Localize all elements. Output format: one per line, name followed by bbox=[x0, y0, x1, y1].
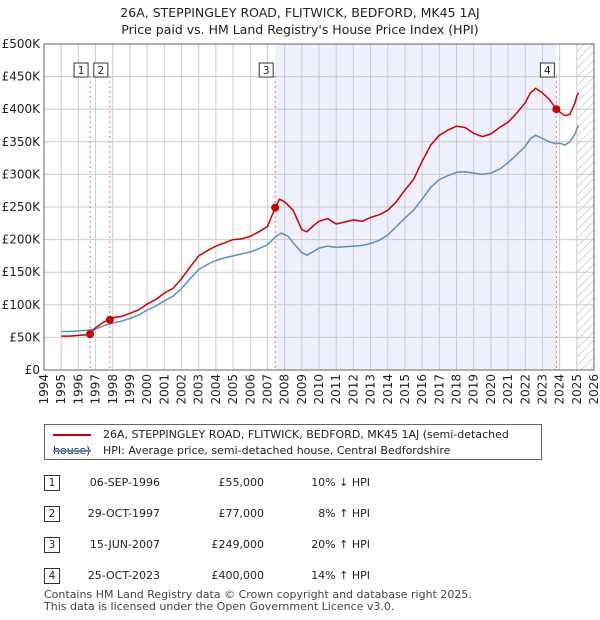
title-line-2: Price paid vs. HM Land Registry's House … bbox=[121, 22, 479, 37]
x-tick-label: 2017 bbox=[432, 374, 446, 405]
x-tick-label: 2014 bbox=[381, 374, 395, 405]
y-tick-label: £200K bbox=[2, 233, 42, 247]
x-tick-label: 2015 bbox=[398, 374, 412, 405]
x-tick-label: 2010 bbox=[312, 374, 326, 405]
x-tick-label: 2024 bbox=[553, 374, 567, 405]
sale-hpi-comparison: 14% ↑ HPI bbox=[311, 569, 370, 582]
x-tick-label: 2026 bbox=[587, 374, 600, 405]
y-tick-label: £250K bbox=[2, 200, 42, 214]
y-tick-label: £150K bbox=[2, 265, 42, 279]
x-tick-label: 1996 bbox=[71, 374, 85, 405]
sale-point bbox=[105, 315, 114, 324]
sale-number: 2 bbox=[44, 506, 60, 522]
sale-marker-box bbox=[93, 62, 109, 78]
x-tick-label: 1997 bbox=[89, 374, 103, 405]
chart-title: 26A, STEPPINGLEY ROAD, FLITWICK, BEDFORD… bbox=[0, 4, 600, 38]
x-tick-label: 2000 bbox=[140, 374, 154, 405]
sale-date: 29-OCT-1997 bbox=[87, 507, 160, 520]
sale-number: 4 bbox=[44, 568, 60, 584]
sale-marker-box bbox=[539, 62, 555, 78]
x-tick-label: 2019 bbox=[467, 374, 481, 405]
sale-row: 4 25-OCT-2023 £400,000 14% ↑ HPI bbox=[44, 568, 444, 590]
x-tick-label: 2008 bbox=[278, 374, 292, 405]
sale-price: £55,000 bbox=[218, 476, 265, 489]
sale-hpi-comparison: 20% ↑ HPI bbox=[311, 538, 370, 551]
sale-marker-label: 3 bbox=[263, 65, 270, 77]
sale-marker-label: 4 bbox=[544, 65, 551, 77]
x-tick-label: 2021 bbox=[501, 374, 515, 405]
sale-marker-box bbox=[258, 62, 274, 78]
sale-date: 06-SEP-1996 bbox=[89, 476, 160, 489]
sale-price: £400,000 bbox=[211, 569, 265, 582]
legend-swatch-hpi bbox=[53, 450, 91, 452]
series-line-price-paid bbox=[61, 87, 580, 337]
y-tick-label: £450K bbox=[2, 70, 42, 84]
x-tick-label: 2012 bbox=[346, 374, 360, 405]
x-tick-label: 2007 bbox=[260, 374, 274, 405]
x-tick-label: 1998 bbox=[106, 374, 120, 405]
sale-point bbox=[552, 105, 561, 114]
sale-date: 25-OCT-2023 bbox=[87, 569, 160, 582]
legend-swatch-price bbox=[53, 434, 91, 436]
sale-number: 3 bbox=[44, 537, 60, 553]
x-tick-label: 2002 bbox=[175, 374, 189, 405]
y-tick-label: £400K bbox=[2, 102, 42, 116]
sale-hpi-comparison: 8% ↑ HPI bbox=[318, 507, 370, 520]
x-tick-label: 2025 bbox=[570, 374, 584, 405]
x-tick-label: 2005 bbox=[226, 374, 240, 405]
x-tick-label: 2003 bbox=[192, 374, 206, 405]
x-tick-label: 2018 bbox=[450, 374, 464, 405]
x-tick-label: 2001 bbox=[157, 374, 171, 405]
x-tick-label: 2009 bbox=[295, 374, 309, 405]
y-tick-label: £100K bbox=[2, 298, 42, 312]
x-tick-label: 1995 bbox=[54, 374, 68, 405]
sale-price: £77,000 bbox=[218, 507, 265, 520]
sale-point bbox=[271, 203, 280, 212]
x-tick-label: 2023 bbox=[535, 374, 549, 405]
y-tick-label: £0 bbox=[25, 363, 40, 377]
x-tick-label: 2004 bbox=[209, 374, 223, 405]
x-tick-label: 2013 bbox=[364, 374, 378, 405]
footer-licence: This data is licensed under the Open Gov… bbox=[44, 600, 395, 613]
x-tick-label: 1999 bbox=[123, 374, 137, 405]
legend-item-price: 26A, STEPPINGLEY ROAD, FLITWICK, BEDFORD… bbox=[53, 427, 541, 457]
x-tick-label: 1994 bbox=[37, 374, 51, 405]
y-tick-label: £500K bbox=[2, 37, 42, 51]
x-tick-label: 2011 bbox=[329, 374, 343, 405]
title-line-1: 26A, STEPPINGLEY ROAD, FLITWICK, BEDFORD… bbox=[120, 5, 480, 20]
sale-row: 1 06-SEP-1996 £55,000 10% ↓ HPI bbox=[44, 475, 444, 497]
sale-date: 15-JUN-2007 bbox=[89, 538, 160, 551]
footer-copyright: Contains HM Land Registry data © Crown c… bbox=[44, 588, 472, 601]
sale-number: 1 bbox=[44, 475, 60, 491]
x-tick-label: 2016 bbox=[415, 374, 429, 405]
sale-row: 3 15-JUN-2007 £249,000 20% ↑ HPI bbox=[44, 537, 444, 559]
plot-frame bbox=[43, 43, 595, 371]
series-line-hpi bbox=[61, 125, 580, 333]
y-tick-label: £50K bbox=[9, 330, 41, 344]
sale-marker-label: 2 bbox=[97, 65, 104, 77]
sale-row: 2 29-OCT-1997 £77,000 8% ↑ HPI bbox=[44, 506, 444, 528]
x-tick-label: 2022 bbox=[518, 374, 532, 405]
sale-hpi-comparison: 10% ↓ HPI bbox=[311, 476, 370, 489]
legend-item-hpi: HPI: Average price, semi-detached house,… bbox=[53, 443, 450, 459]
chart-legend: 26A, STEPPINGLEY ROAD, FLITWICK, BEDFORD… bbox=[44, 424, 542, 460]
sale-marker-box bbox=[73, 62, 89, 78]
footer: Contains HM Land Registry data © Crown c… bbox=[44, 589, 472, 613]
sale-price: £249,000 bbox=[211, 538, 265, 551]
legend-label-hpi: HPI: Average price, semi-detached house,… bbox=[103, 444, 451, 457]
y-tick-label: £350K bbox=[2, 135, 42, 149]
sale-marker-label: 1 bbox=[78, 65, 85, 77]
sale-point bbox=[86, 330, 95, 339]
x-tick-label: 2020 bbox=[484, 374, 498, 405]
y-tick-label: £300K bbox=[2, 167, 42, 181]
x-tick-label: 2006 bbox=[243, 374, 257, 405]
